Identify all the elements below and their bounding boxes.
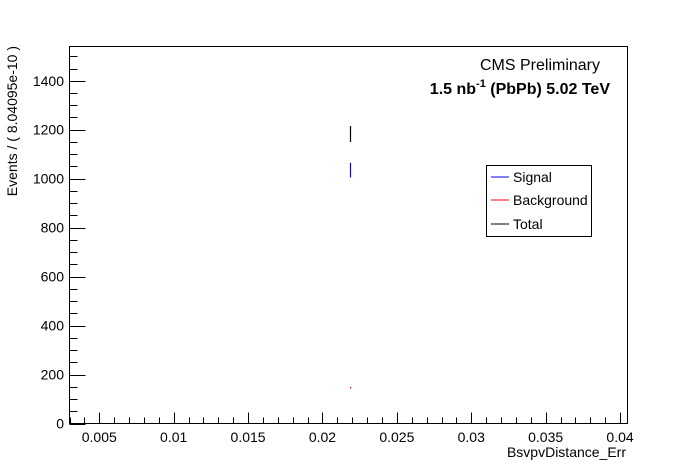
lumi-sup: -1 <box>476 78 486 90</box>
x-tick-label: 0.035 <box>528 429 563 445</box>
y-tick-label: 400 <box>41 318 65 334</box>
y-tick-label: 1400 <box>33 73 64 89</box>
y-tick-label: 800 <box>41 220 65 236</box>
x-axis-ticks: 0.005 0.01 0.015 0.02 0.025 0.03 0.035 0.04 <box>70 412 634 445</box>
lumi-suffix: (PbPb) 5.02 TeV <box>486 81 611 98</box>
luminosity-label: 1.5 nb-1 (PbPb) 5.02 TeV <box>430 78 611 98</box>
y-axis-ticks: 0 200 400 600 800 1000 1200 1400 <box>33 56 86 432</box>
x-tick-label: 0.005 <box>82 429 117 445</box>
x-tick-label: 0.015 <box>231 429 266 445</box>
x-tick-label: 0.02 <box>309 429 336 445</box>
x-tick-label: 0.03 <box>458 429 485 445</box>
x-axis-label: BsvpvDistance_Err <box>507 444 626 460</box>
x-tick-label: 0.025 <box>379 429 414 445</box>
y-tick-label: 0 <box>56 416 64 432</box>
legend: Signal Background Total <box>486 165 592 237</box>
x-tick-label: 0.01 <box>160 429 187 445</box>
lumi-prefix: 1.5 nb <box>430 81 476 98</box>
y-axis-label: Events / ( 8.04095e-10 ) <box>4 46 20 196</box>
y-tick-label: 200 <box>41 367 65 383</box>
legend-label-signal: Signal <box>513 169 552 185</box>
y-tick-label: 1000 <box>33 171 64 187</box>
y-tick-label: 600 <box>41 269 65 285</box>
legend-label-background: Background <box>513 192 588 208</box>
y-tick-label: 1200 <box>33 122 64 138</box>
x-tick-label: 0.04 <box>606 429 633 445</box>
legend-label-total: Total <box>513 216 543 232</box>
cms-label: CMS Preliminary <box>480 57 600 74</box>
plot-frame <box>69 46 628 424</box>
